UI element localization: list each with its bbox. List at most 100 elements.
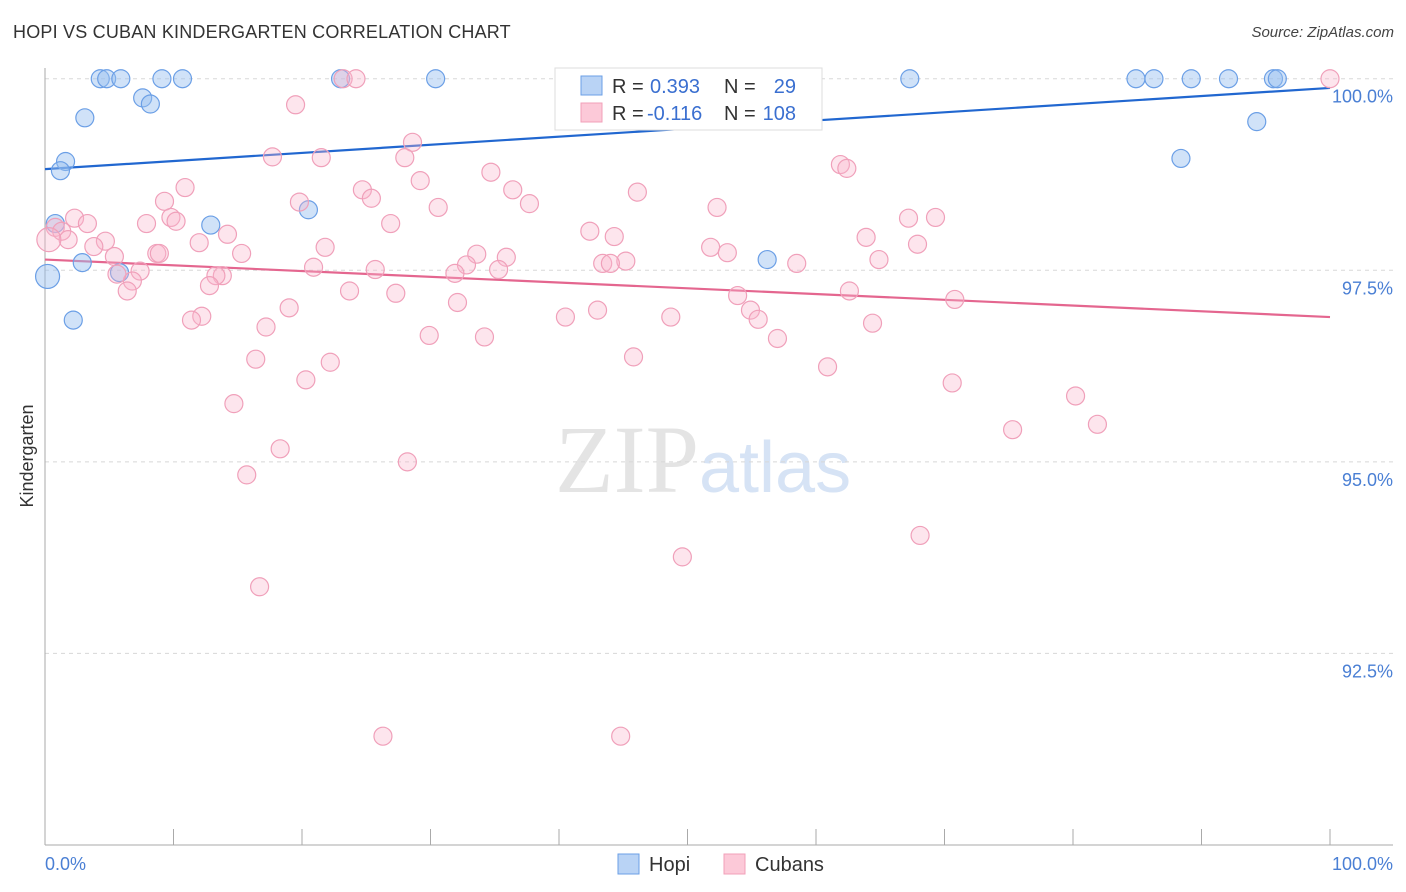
cubans-point <box>289 192 310 212</box>
hopi-n-label: N = <box>724 76 756 98</box>
cubans-point <box>837 158 857 178</box>
cubans-point <box>519 194 540 214</box>
cubans-point <box>707 197 727 218</box>
cubans-point <box>1087 414 1108 434</box>
hopi-point <box>201 215 221 235</box>
cubans-point <box>925 207 946 228</box>
cubans-point <box>117 281 137 301</box>
hopi-point <box>133 88 153 108</box>
hopi-point <box>140 94 160 114</box>
cubans-n-value: 108 <box>763 103 796 125</box>
cubans-r-label: R = <box>612 103 644 125</box>
cubans-point <box>166 211 186 231</box>
cubans-point <box>1003 420 1023 440</box>
cubans-point <box>580 221 600 241</box>
cubans-point <box>154 191 175 211</box>
cubans-point <box>320 352 340 372</box>
cubans-point <box>496 247 516 267</box>
cubans-point <box>237 465 257 485</box>
hopi-point <box>1267 69 1287 89</box>
hopi-r-label: R = <box>612 76 644 98</box>
cubans-swatch <box>580 102 603 123</box>
hopi-r-value: 0.393 <box>650 76 700 98</box>
cubans-point <box>489 259 509 280</box>
x-tick-label-max: 100.0% <box>1332 854 1393 874</box>
cubans-point <box>217 224 238 244</box>
cubans-point <box>748 309 768 329</box>
cubans-point <box>672 547 692 567</box>
cubans-point <box>767 328 788 349</box>
legend-cubans-label: Cubans <box>755 854 824 876</box>
cubans-point <box>869 249 889 270</box>
hopi-point <box>900 69 920 89</box>
cubans-point <box>84 236 104 257</box>
cubans-point <box>303 257 324 277</box>
hopi-n-value: 29 <box>774 76 796 98</box>
cubans-point <box>447 292 468 313</box>
cubans-point <box>445 263 465 283</box>
hopi-point <box>172 69 193 89</box>
hopi-point <box>50 161 71 181</box>
cubans-point <box>587 300 608 320</box>
cubans-point <box>395 148 415 168</box>
cubans-point <box>249 577 270 597</box>
cubans-point <box>623 347 644 367</box>
cubans-point <box>311 148 331 168</box>
source-label: Source: ZipAtlas.com <box>1251 24 1394 41</box>
y-tick-label: 95.0% <box>1342 470 1393 490</box>
cubans-point <box>839 281 860 301</box>
hopi-point <box>34 263 61 290</box>
cubans-point <box>279 298 299 318</box>
cubans-point <box>136 213 157 234</box>
cubans-point <box>130 261 150 281</box>
cubans-point <box>428 197 448 218</box>
hopi-point <box>426 69 446 89</box>
cubans-point <box>181 310 202 330</box>
cubans-point <box>224 394 244 414</box>
hopi-point <box>90 69 110 89</box>
cubans-point <box>365 259 385 280</box>
cubans-point <box>600 253 621 273</box>
hopi-point <box>55 151 76 172</box>
cubans-point <box>787 253 807 273</box>
hopi-point <box>63 310 83 330</box>
watermark: ZIPatlas <box>555 406 851 513</box>
cubans-point <box>107 264 127 284</box>
cubans-point <box>246 349 266 369</box>
y-axis-label: Kindergarten <box>17 404 37 507</box>
cubans-point <box>296 370 316 390</box>
cubans-point <box>481 162 501 182</box>
cubans-point <box>95 231 115 251</box>
cubans-point <box>701 237 721 257</box>
cubans-point <box>910 525 930 546</box>
cubans-point <box>262 147 283 167</box>
cubans-point <box>161 207 181 228</box>
cubans-trend-line <box>44 258 1331 319</box>
cubans-point <box>604 226 624 247</box>
cubans-point <box>373 726 393 746</box>
cubans-point <box>386 283 406 303</box>
hopi-point <box>1126 69 1146 89</box>
hopi-point <box>757 249 777 270</box>
cubans-point <box>942 373 962 393</box>
cubans-point <box>555 307 576 327</box>
cubans-n-label: N = <box>724 103 756 125</box>
cubans-point <box>149 243 169 264</box>
cubans-point <box>616 251 636 271</box>
cubans-point <box>419 325 439 346</box>
cubans-point <box>898 208 919 228</box>
legend-cubans-swatch <box>723 853 746 875</box>
hopi-point <box>72 253 92 273</box>
cubans-point <box>104 246 124 267</box>
cubans-point <box>862 313 883 333</box>
hopi-point <box>111 69 131 89</box>
cubans-point <box>256 317 276 337</box>
cubans-point <box>58 230 78 250</box>
x-tick-label-min: 0.0% <box>45 854 86 874</box>
cubans-point <box>232 243 252 264</box>
legend-hopi-label: Hopi <box>649 854 690 876</box>
cubans-r-value: -0.116 <box>647 103 702 125</box>
cubans-point <box>661 307 681 327</box>
